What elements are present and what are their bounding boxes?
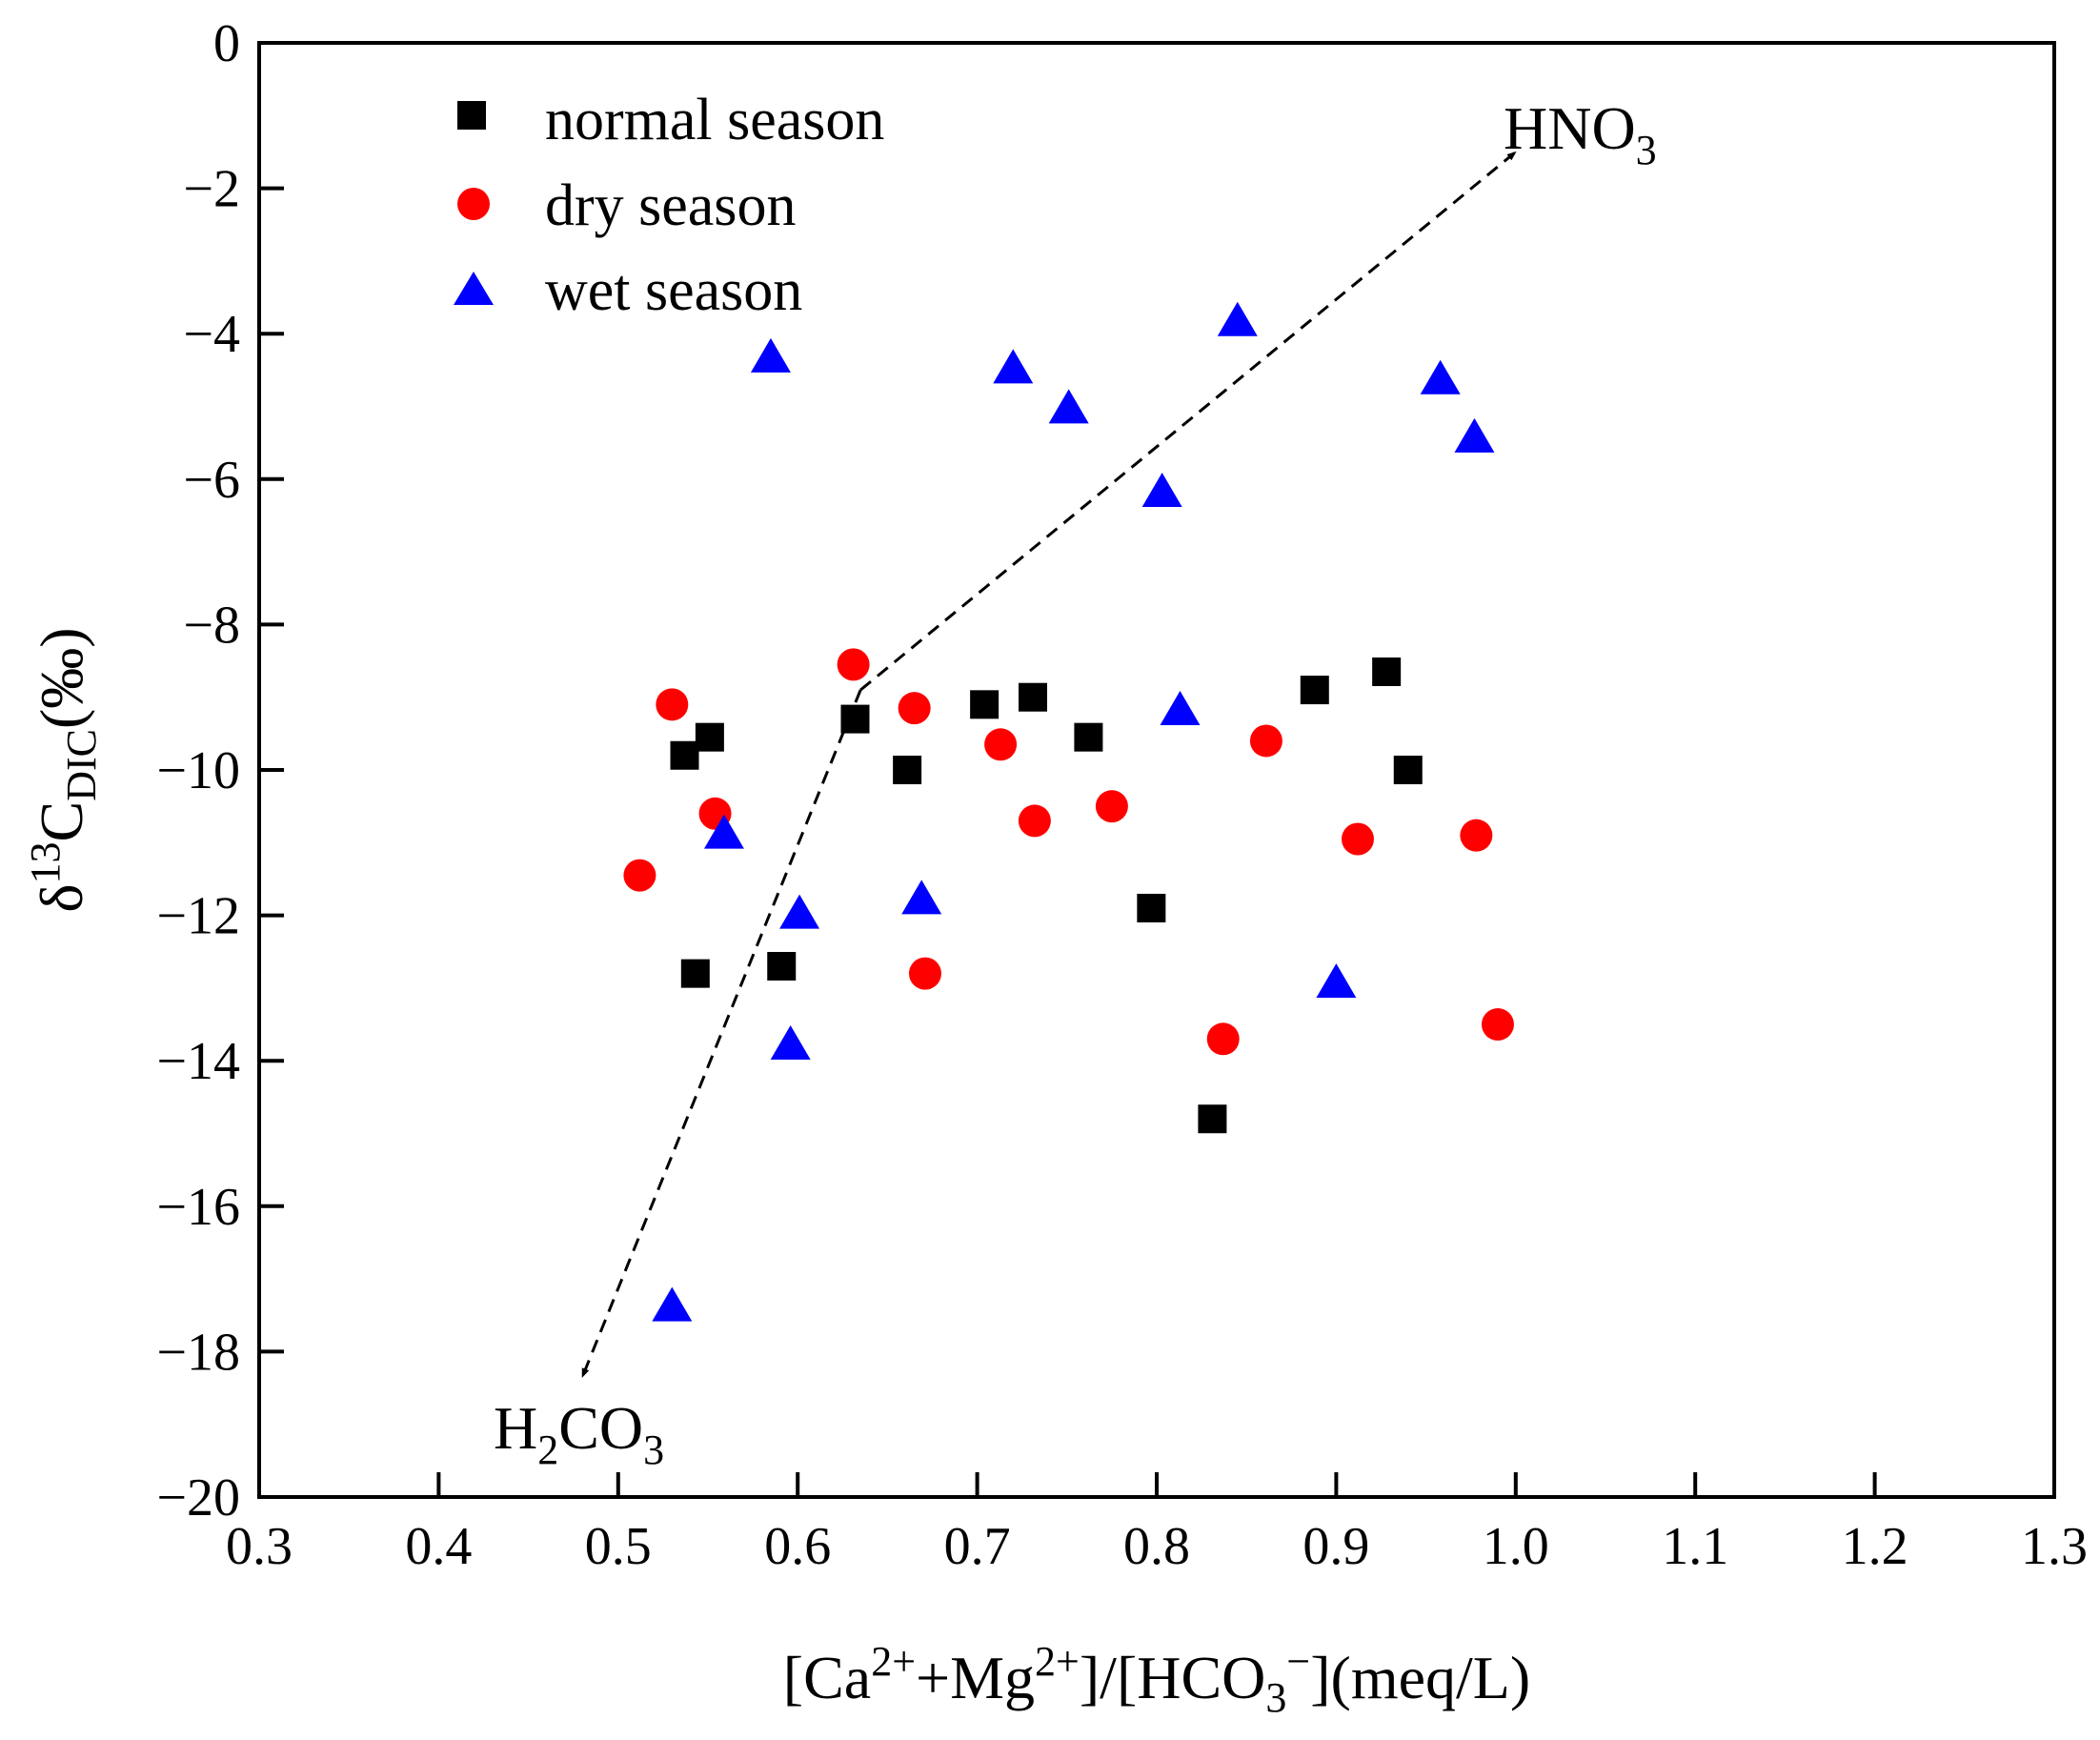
data-point-wet-season	[1420, 359, 1461, 395]
data-point-wet-season	[901, 880, 942, 915]
data-point-normal-season	[1300, 676, 1329, 705]
data-point-normal-season	[970, 690, 1000, 719]
data-point-dry-season	[1018, 804, 1051, 838]
arrow-to-lower	[580, 689, 862, 1379]
data-point-normal-season	[1198, 1104, 1227, 1134]
y-tick-label: −6	[183, 451, 240, 510]
x-tick-label: 0.8	[1123, 1517, 1190, 1576]
y-tick-label: −18	[156, 1323, 240, 1382]
data-point-wet-season	[652, 1286, 693, 1322]
series-normal-season	[670, 657, 1423, 1134]
data-point-wet-season	[993, 349, 1034, 384]
data-point-dry-season	[1095, 790, 1128, 823]
data-point-dry-season	[1481, 1008, 1514, 1042]
x-tick-label: 1.2	[1842, 1517, 1908, 1576]
data-point-dry-season	[908, 957, 941, 990]
series-wet-season	[652, 301, 1495, 1322]
x-tick-label: 0.7	[944, 1517, 1011, 1576]
x-axis-ticks: 0.3 0.4 0.5 0.6 0.7 0.8 0.9 1.0 1.1 1.2 1.3	[226, 1472, 2088, 1576]
data-point-wet-season	[1141, 473, 1182, 508]
legend-label-dry-season: dry season	[545, 173, 796, 238]
y-tick-label: −4	[183, 305, 240, 364]
legend-label-wet-season: wet season	[545, 258, 802, 323]
legend-marker-normal-season	[457, 101, 486, 130]
data-point-normal-season	[1137, 893, 1166, 922]
data-point-dry-season	[656, 688, 689, 721]
data-point-dry-season	[837, 648, 870, 681]
y-tick-label: −10	[156, 741, 240, 800]
x-tick-label: 1.1	[1662, 1517, 1728, 1576]
x-tick-label: 0.6	[764, 1517, 831, 1576]
legend-marker-wet-season	[454, 272, 494, 305]
legend-marker-dry-season	[457, 188, 490, 220]
data-point-dry-season	[623, 859, 656, 892]
data-point-wet-season	[1217, 301, 1258, 336]
data-point-normal-season	[1074, 722, 1103, 752]
x-tick-label: 0.4	[405, 1517, 472, 1576]
series-dry-season	[623, 648, 1514, 1056]
data-point-wet-season	[750, 337, 791, 373]
y-tick-label: −2	[183, 160, 240, 219]
data-point-wet-season	[779, 894, 820, 929]
x-tick-label: 1.0	[1483, 1517, 1549, 1576]
data-point-normal-season	[1019, 682, 1048, 712]
reaction-arrow	[580, 151, 1517, 1379]
data-point-wet-season	[1048, 389, 1089, 424]
data-point-wet-season	[1454, 417, 1495, 453]
legend-label-normal-season: normal season	[545, 88, 884, 152]
data-point-dry-season	[1206, 1022, 1240, 1056]
data-point-wet-season	[1160, 690, 1201, 725]
y-tick-label: 0	[213, 14, 240, 73]
data-point-normal-season	[767, 952, 797, 981]
data-point-dry-season	[1460, 819, 1493, 852]
x-axis-label: [Ca2++Mg2+]/[HCO3−](meq/L)	[783, 1638, 1530, 1721]
data-point-normal-season	[680, 959, 710, 988]
data-point-wet-season	[1316, 963, 1357, 999]
data-point-normal-season	[1393, 756, 1423, 784]
y-tick-label: −20	[156, 1468, 240, 1528]
data-point-normal-season	[670, 740, 699, 770]
data-point-dry-season	[1342, 822, 1375, 856]
legend: normal season dry season wet season	[454, 88, 884, 323]
y-tick-label: −14	[156, 1032, 240, 1091]
x-tick-label: 0.3	[226, 1517, 293, 1576]
y-tick-label: −16	[156, 1178, 240, 1237]
y-tick-label: −12	[156, 887, 240, 946]
y-axis-ticks: 0 −2 −4 −6 −8 −10 −12 −14 −16 −18 −20	[156, 14, 284, 1528]
x-tick-label: 0.5	[585, 1517, 652, 1576]
y-axis-label: δ13CDIC(‰)	[22, 627, 105, 912]
x-tick-label: 1.3	[2021, 1517, 2088, 1576]
data-point-normal-season	[1372, 657, 1402, 686]
x-tick-label: 0.9	[1302, 1517, 1369, 1576]
plot-area-frame	[257, 41, 2056, 1499]
data-series	[623, 301, 1514, 1322]
lower-arrow-label: H2CO3	[494, 1394, 664, 1473]
data-point-dry-season	[1249, 724, 1282, 758]
data-point-wet-season	[770, 1024, 811, 1060]
data-point-dry-season	[898, 692, 931, 725]
data-point-normal-season	[893, 756, 922, 784]
y-tick-label: −8	[183, 596, 240, 655]
data-point-normal-season	[840, 704, 870, 734]
data-point-dry-season	[984, 728, 1018, 761]
upper-arrow-label: HNO3	[1504, 94, 1657, 173]
data-point-normal-season	[695, 722, 724, 752]
arrow-to-upper	[859, 151, 1517, 692]
data-point-wet-season	[703, 814, 744, 849]
